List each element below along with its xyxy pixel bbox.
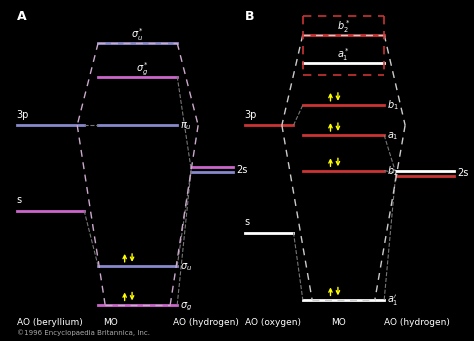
Text: $\sigma_g^*$: $\sigma_g^*$: [136, 60, 149, 77]
Text: $b_2$: $b_2$: [386, 164, 398, 178]
Text: $a_1$: $a_1$: [386, 131, 398, 143]
Text: MO: MO: [103, 318, 118, 327]
Text: s: s: [17, 195, 22, 205]
Text: 3p: 3p: [17, 110, 29, 120]
Text: $\pi_u$: $\pi_u$: [180, 121, 191, 132]
Text: AO (beryllium): AO (beryllium): [17, 318, 82, 327]
Text: $a_1'$: $a_1'$: [386, 293, 398, 308]
Text: $\sigma_g$: $\sigma_g$: [180, 300, 192, 313]
Text: AO (hydrogen): AO (hydrogen): [384, 318, 450, 327]
Text: A: A: [17, 10, 27, 23]
Text: ©1996 Encyclopaedia Britannica, Inc.: ©1996 Encyclopaedia Britannica, Inc.: [17, 329, 150, 336]
Text: MO: MO: [331, 318, 346, 327]
Text: B: B: [245, 10, 254, 23]
Text: s: s: [245, 217, 250, 227]
Text: 2s: 2s: [458, 168, 469, 178]
Text: $a_1^*$: $a_1^*$: [337, 46, 350, 63]
Text: 2s: 2s: [237, 165, 248, 175]
Text: $b_1$: $b_1$: [386, 99, 398, 112]
Text: $\sigma_u$: $\sigma_u$: [180, 262, 191, 273]
Text: AO (hydrogen): AO (hydrogen): [173, 318, 238, 327]
Text: AO (oxygen): AO (oxygen): [245, 318, 301, 327]
Text: $\sigma_u^*$: $\sigma_u^*$: [131, 26, 144, 43]
Text: 3p: 3p: [245, 110, 257, 120]
Text: $b_2^*$: $b_2^*$: [337, 18, 350, 35]
